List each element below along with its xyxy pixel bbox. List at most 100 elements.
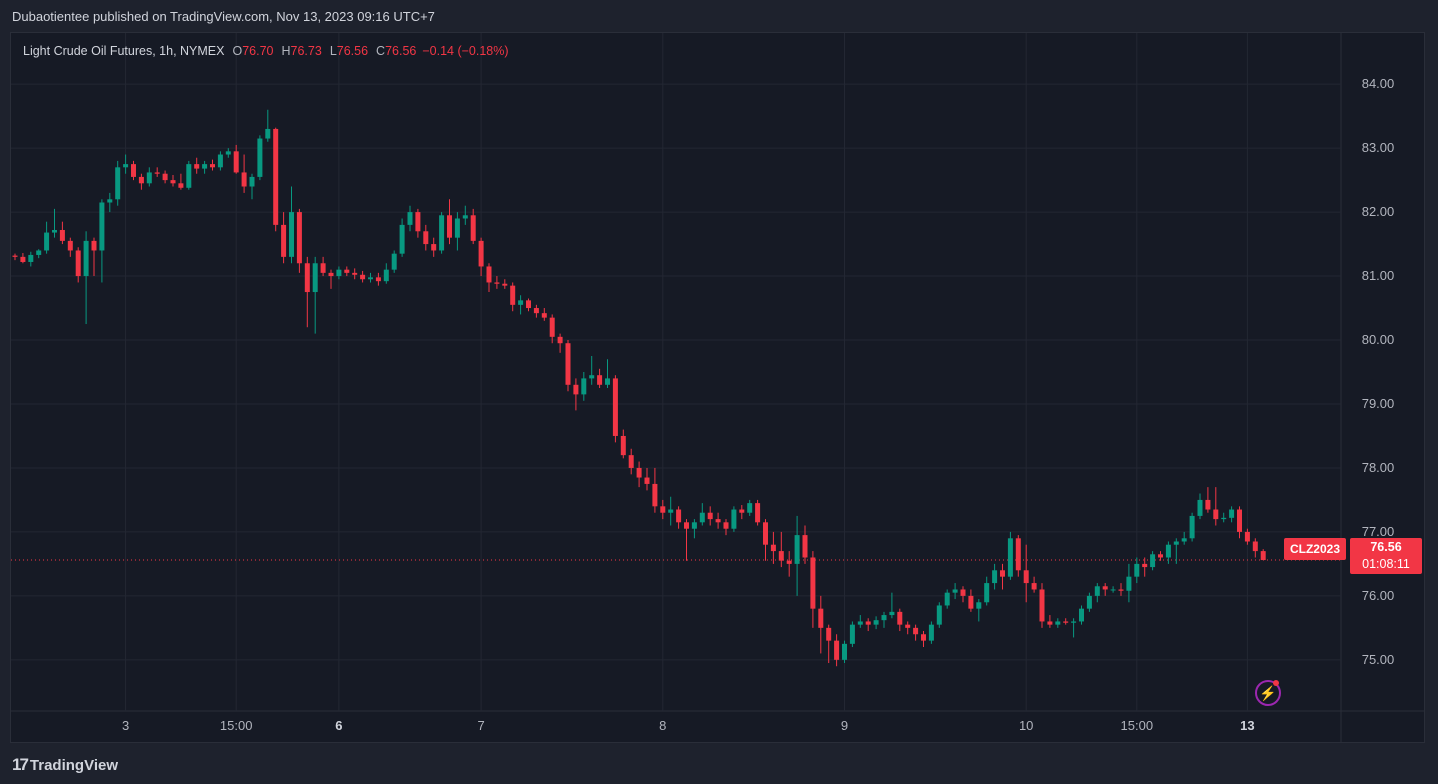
candle	[257, 135, 263, 181]
price-tick-label: 75.00	[1362, 652, 1395, 667]
candle-body	[865, 621, 871, 625]
candle	[1094, 583, 1100, 603]
candle	[352, 268, 358, 280]
candle-body	[241, 172, 247, 187]
candle	[1189, 512, 1195, 542]
candle	[312, 256, 318, 334]
candle-body	[770, 544, 776, 552]
candle	[660, 499, 666, 520]
candle-body	[510, 285, 516, 305]
candle	[668, 496, 674, 526]
candlestick-chart[interactable]: 84.00 83.00 82.00 81.00 80.00 79.00 78.00 77.00…	[11, 33, 1425, 743]
candle-body	[210, 164, 215, 168]
candle-body	[928, 624, 934, 641]
candle	[478, 237, 484, 277]
candle-body	[533, 308, 539, 314]
time-tick-label: 7	[477, 718, 484, 733]
high-value: 76.73	[290, 44, 322, 58]
price-axis[interactable]: 84.00 83.00 82.00 81.00 80.00 79.00 78.00 77.00…	[1362, 76, 1395, 667]
candle-body	[913, 627, 919, 635]
candle	[557, 333, 563, 353]
candle-body	[186, 164, 192, 188]
candle	[1150, 551, 1156, 571]
candle-body	[684, 522, 689, 529]
candle	[320, 256, 326, 277]
candle	[549, 314, 555, 344]
candle	[486, 263, 492, 293]
candle	[281, 212, 287, 264]
candle	[1158, 551, 1163, 561]
symbol-price-label: CLZ2023	[1284, 538, 1346, 560]
bar-countdown: 01:08:11	[1362, 557, 1410, 571]
candle-body	[178, 183, 184, 188]
candle-body	[352, 272, 358, 275]
candle-body	[1094, 586, 1100, 596]
lightning-bolt-icon[interactable]: ⚡	[1255, 680, 1281, 706]
candle	[747, 499, 753, 516]
candle-body	[407, 212, 413, 225]
low-value: 76.56	[336, 44, 369, 58]
tradingview-brand[interactable]: 17 TradingView	[12, 755, 118, 775]
candle-body	[731, 509, 737, 529]
candle	[107, 192, 113, 213]
candle	[415, 208, 421, 238]
candle	[921, 631, 926, 648]
candle	[849, 621, 855, 648]
candle-body	[194, 164, 200, 169]
time-axis[interactable]: 3 15:00 6 7 8 9 10 15:00 13	[122, 718, 1255, 733]
candle	[976, 599, 982, 622]
candle-body	[905, 624, 911, 628]
candle-body	[99, 202, 105, 251]
candle	[447, 199, 452, 245]
candle	[12, 253, 18, 261]
candle	[67, 237, 73, 257]
candle-body	[146, 172, 152, 184]
candle	[1221, 512, 1227, 523]
candle	[873, 616, 879, 630]
candle	[1252, 538, 1258, 558]
candle-body	[889, 611, 895, 616]
candle-body	[565, 343, 571, 385]
time-tick-label: 9	[841, 718, 848, 733]
candle	[28, 251, 34, 267]
candle-body	[802, 535, 808, 558]
candle	[739, 505, 745, 520]
candle	[194, 157, 200, 174]
candle	[573, 378, 579, 411]
time-tick-label: 15:00	[220, 718, 253, 733]
candle-body	[233, 151, 239, 173]
time-tick-label: 13	[1240, 718, 1254, 733]
candle	[289, 186, 294, 264]
candle	[1063, 618, 1069, 625]
candle	[755, 499, 761, 526]
candle	[928, 621, 934, 644]
open-label: O	[232, 44, 243, 58]
candle-body	[1086, 595, 1092, 609]
candle-body	[447, 215, 452, 238]
candle-body	[312, 263, 318, 293]
candle-body	[1000, 570, 1005, 577]
candle	[913, 624, 919, 641]
candle-body	[691, 522, 697, 529]
chart-frame[interactable]: 84.00 83.00 82.00 81.00 80.00 79.00 78.00 77.00…	[10, 32, 1425, 743]
candle	[897, 608, 903, 632]
candle	[794, 515, 800, 596]
last-price-value: 76.56	[1370, 540, 1402, 554]
candle	[178, 173, 184, 190]
candle	[399, 218, 405, 257]
candle-body	[296, 212, 302, 264]
candle	[52, 208, 57, 238]
candle-body	[1063, 621, 1069, 623]
candle	[1126, 563, 1132, 603]
candle-body	[842, 643, 847, 660]
candle-body	[818, 608, 824, 628]
candle-body	[1126, 576, 1132, 591]
candle	[20, 253, 26, 264]
candle-body	[1055, 621, 1061, 625]
candle	[36, 249, 42, 259]
candle-body	[281, 224, 287, 257]
candle-body	[581, 378, 587, 395]
candle-body	[67, 240, 73, 251]
candle-body	[502, 283, 508, 286]
candle	[162, 170, 168, 184]
